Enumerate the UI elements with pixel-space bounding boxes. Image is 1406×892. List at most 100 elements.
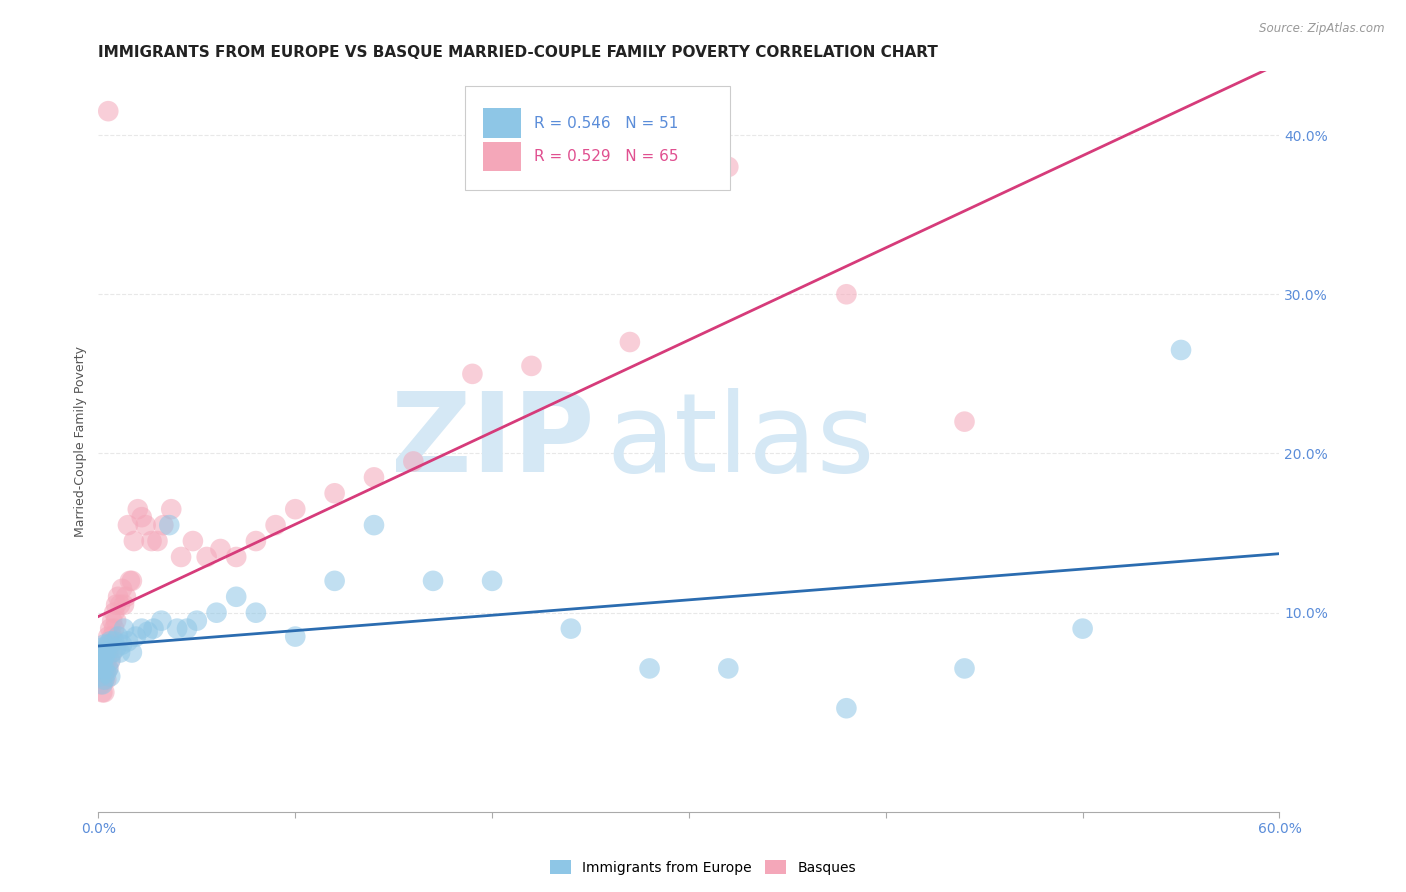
Point [93,685,115,699]
Point [89,677,111,691]
Point [245,534,267,549]
Point [98,622,121,636]
Point [111,638,134,652]
Point [96,640,118,655]
Point [96,653,118,667]
Point [118,574,141,588]
Point [93,638,115,652]
Point [93,661,115,675]
Point [953,415,976,429]
Point [101,630,124,644]
Point [107,630,129,644]
Point [93,650,115,665]
Point [205,606,228,620]
Point [97,646,120,660]
Point [461,367,484,381]
Point [141,534,163,549]
Point [127,502,149,516]
Point [89,669,111,683]
Point [96,661,118,675]
Point [101,646,124,660]
Point [103,622,125,636]
Point [91,650,114,665]
Point [98,638,121,652]
Point [93,673,115,687]
Point [117,518,139,533]
Point [93,666,115,681]
Point [481,574,503,588]
Point [103,606,125,620]
Point [520,359,543,373]
Point [323,486,346,500]
Point [105,614,128,628]
Point [176,622,198,636]
Point [835,287,858,301]
Point [105,640,128,655]
Point [160,502,183,516]
Point [97,661,120,675]
Point [91,685,114,699]
Point [89,661,111,675]
Point [131,622,153,636]
Point [103,634,125,648]
Point [96,673,118,687]
Text: R = 0.546   N = 51: R = 0.546 N = 51 [534,116,679,131]
Point [402,454,425,468]
Point [91,677,114,691]
Point [97,104,120,119]
Point [122,534,145,549]
Point [245,606,267,620]
Point [717,160,740,174]
Point [186,614,208,628]
Point [121,574,143,588]
Point [717,661,740,675]
Point [835,701,858,715]
Point [107,590,129,604]
Point [638,661,661,675]
Point [225,590,247,604]
Point [98,653,121,667]
FancyBboxPatch shape [464,87,730,190]
Point [157,518,180,533]
Point [101,646,124,660]
Point [131,510,153,524]
Text: ZIP: ZIP [391,388,595,495]
Point [422,574,444,588]
Point [146,534,169,549]
Point [1071,622,1094,636]
Point [105,598,128,612]
Point [209,541,232,556]
Point [125,630,148,644]
Point [89,653,111,667]
Point [284,502,307,516]
Point [89,669,111,683]
Point [96,666,118,681]
Point [111,582,134,596]
Text: Source: ZipAtlas.com: Source: ZipAtlas.com [1260,22,1385,36]
Point [121,646,143,660]
Point [135,518,157,533]
Point [264,518,287,533]
Point [363,470,385,484]
Point [1170,343,1192,357]
Point [112,622,135,636]
Point [93,673,115,687]
Point [136,624,159,639]
Point [97,661,120,675]
Text: R = 0.529   N = 65: R = 0.529 N = 65 [534,149,679,164]
Point [96,646,118,660]
Point [166,622,188,636]
Point [142,622,165,636]
Point [89,661,111,675]
Point [363,518,385,533]
Point [97,630,120,644]
Y-axis label: Married-Couple Family Poverty: Married-Couple Family Poverty [75,346,87,537]
Point [112,598,135,612]
Point [225,549,247,564]
Point [560,622,582,636]
Point [181,534,204,549]
Point [98,634,121,648]
Point [619,334,641,349]
Point [152,518,174,533]
Point [98,653,121,667]
